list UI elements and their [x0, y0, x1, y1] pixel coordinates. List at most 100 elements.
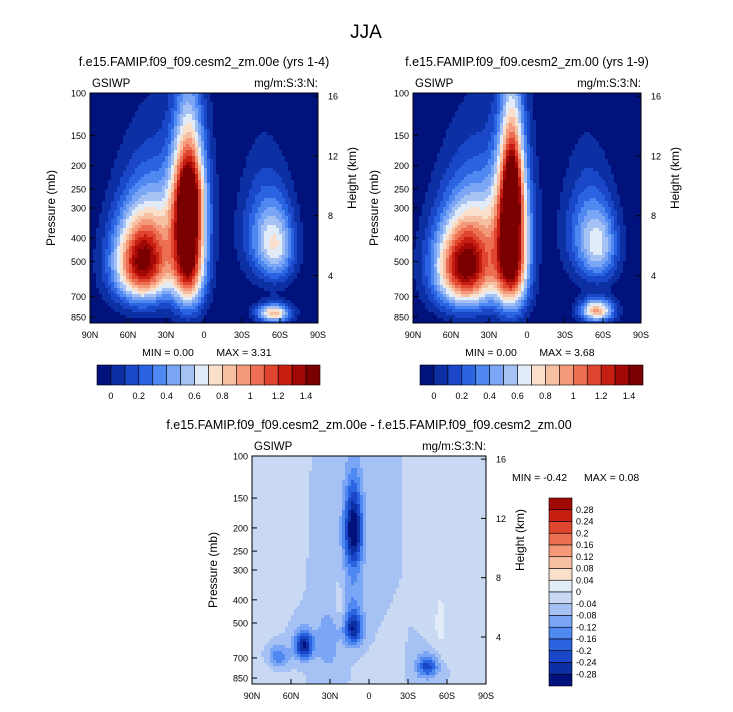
- heatmap-cell: [270, 228, 274, 232]
- heatmap-cell: [114, 126, 118, 130]
- heatmap-cell: [252, 177, 256, 181]
- heatmap-cell: [132, 204, 136, 208]
- heatmap-cell: [141, 159, 145, 163]
- heatmap-cell: [183, 129, 187, 133]
- heatmap-cell: [201, 219, 205, 223]
- heatmap-cell: [237, 282, 241, 286]
- heatmap-cell: [102, 123, 106, 127]
- heatmap-cell: [123, 162, 127, 166]
- heatmap-cell: [105, 216, 109, 220]
- heatmap-cell: [117, 132, 121, 136]
- heatmap-cell: [285, 237, 289, 241]
- heatmap-cell: [108, 96, 112, 100]
- heatmap-cell: [276, 249, 280, 253]
- heatmap-cell: [108, 195, 112, 199]
- heatmap-cell: [315, 171, 318, 175]
- heatmap-cell: [225, 234, 229, 238]
- heatmap-cell: [177, 228, 181, 232]
- heatmap-cell: [120, 246, 124, 250]
- heatmap-cell: [243, 153, 247, 157]
- heatmap-cell: [156, 279, 160, 283]
- heatmap-cell: [234, 210, 238, 214]
- heatmap-cell: [195, 252, 199, 256]
- heatmap-cell: [114, 270, 118, 274]
- heatmap-cell: [249, 108, 253, 112]
- heatmap-cell: [303, 279, 307, 283]
- heatmap-cell: [147, 159, 151, 163]
- heatmap-cell: [174, 159, 178, 163]
- heatmap-cell: [120, 258, 124, 262]
- heatmap-cell: [312, 114, 316, 118]
- heatmap-cell: [165, 117, 169, 121]
- heatmap-cell: [228, 147, 232, 151]
- heatmap-cell: [291, 273, 295, 277]
- heatmap-cell: [186, 108, 190, 112]
- heatmap-cell: [276, 168, 280, 172]
- heatmap-cell: [141, 222, 145, 226]
- heatmap-cell: [234, 147, 238, 151]
- heatmap-cell: [261, 105, 265, 109]
- heatmap-cell: [147, 147, 151, 151]
- heatmap-cell: [246, 105, 250, 109]
- heatmap-cell: [168, 114, 172, 118]
- heatmap-cell: [231, 147, 235, 151]
- heatmap-cell: [267, 186, 271, 190]
- heatmap-cell: [294, 159, 298, 163]
- heatmap-cell: [207, 204, 211, 208]
- heatmap-cell: [213, 114, 217, 118]
- heatmap-cell: [219, 216, 223, 220]
- heatmap-cell: [279, 141, 283, 145]
- heatmap-cell: [99, 162, 103, 166]
- heatmap-cell: [228, 99, 232, 103]
- heatmap-cell: [207, 252, 211, 256]
- heatmap-cell: [219, 225, 223, 229]
- heatmap-cell: [252, 141, 256, 145]
- heatmap-cell: [114, 279, 118, 283]
- heatmap-cell: [186, 228, 190, 232]
- heatmap-cell: [201, 273, 205, 277]
- heatmap-cell: [105, 126, 109, 130]
- heatmap-cell: [162, 264, 166, 268]
- heatmap-cell: [90, 189, 94, 193]
- heatmap-cell: [204, 135, 208, 139]
- heatmap-cell: [282, 264, 286, 268]
- heatmap-cell: [195, 159, 199, 163]
- heatmap-cell: [297, 180, 301, 184]
- heatmap-cell: [93, 141, 97, 145]
- heatmap-cell: [261, 279, 265, 283]
- heatmap-cell: [144, 117, 148, 121]
- heatmap-cell: [174, 144, 178, 148]
- heatmap-cell: [93, 234, 97, 238]
- heatmap-cell: [246, 186, 250, 190]
- heatmap-cell: [96, 282, 100, 286]
- heatmap-cell: [150, 192, 154, 196]
- heatmap-cell: [168, 270, 172, 274]
- heatmap-cell: [252, 165, 256, 169]
- heatmap-cell: [216, 288, 220, 292]
- heatmap-cell: [306, 141, 310, 145]
- heatmap-cell: [237, 219, 241, 223]
- heatmap-cell: [186, 243, 190, 247]
- heatmap-cell: [120, 144, 124, 148]
- heatmap-cell: [171, 141, 175, 145]
- heatmap-cell: [186, 123, 190, 127]
- heatmap-cell: [237, 165, 241, 169]
- heatmap-cell: [273, 204, 277, 208]
- heatmap-cell: [291, 225, 295, 229]
- heatmap-cell: [312, 183, 316, 187]
- heatmap-cell: [282, 228, 286, 232]
- heatmap-cell: [267, 192, 271, 196]
- heatmap-cell: [177, 246, 181, 250]
- heatmap-cell: [240, 144, 244, 148]
- panel-right-label: mg/m:S:3:N:: [254, 78, 318, 90]
- heatmap-cell: [180, 198, 184, 202]
- heatmap-cell: [159, 201, 163, 205]
- heatmap-cell: [171, 228, 175, 232]
- heatmap-cell: [276, 198, 280, 202]
- heatmap-cell: [243, 246, 247, 250]
- heatmap-cell: [288, 159, 292, 163]
- heatmap-cell: [288, 204, 292, 208]
- heatmap-cell: [267, 222, 271, 226]
- heatmap-cell: [96, 150, 100, 154]
- heatmap-cell: [216, 132, 220, 136]
